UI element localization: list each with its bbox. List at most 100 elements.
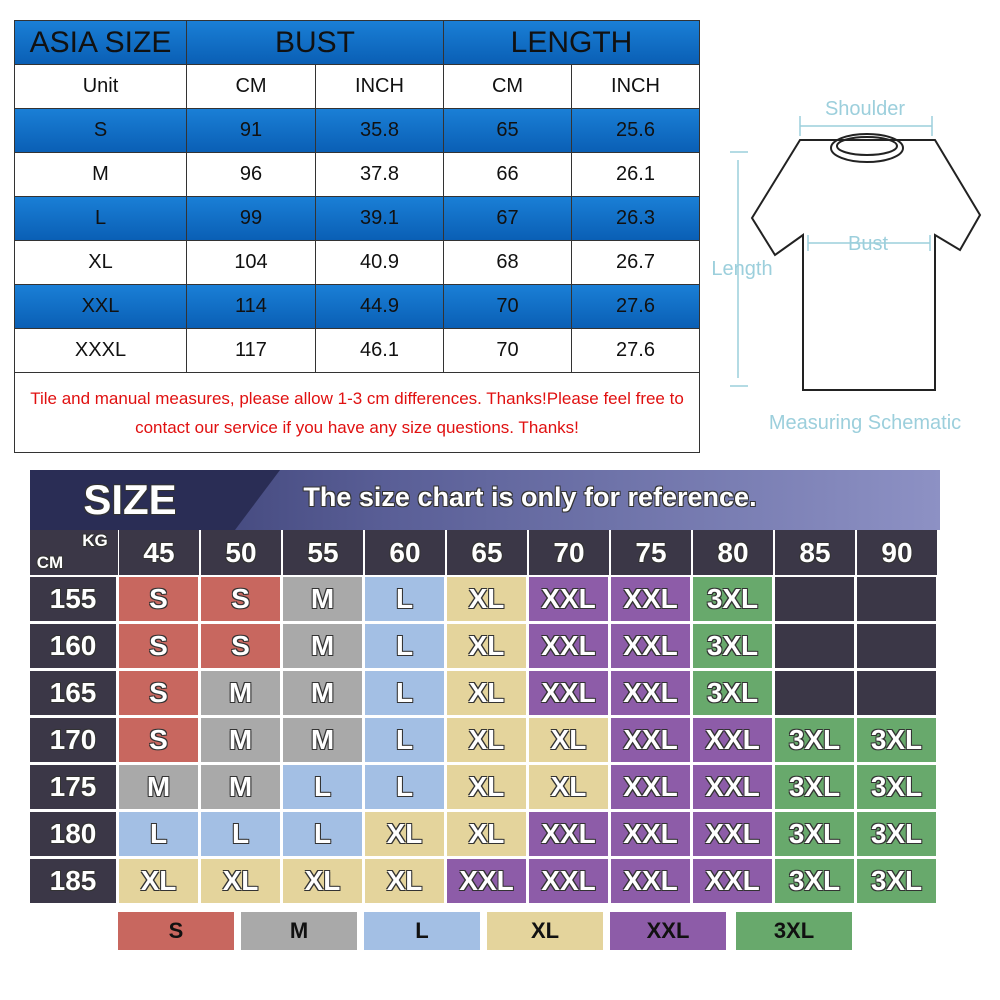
legend-item: XXL (610, 912, 726, 950)
size-cell: XXL (611, 671, 690, 715)
table-cell: 44.9 (316, 285, 444, 329)
size-cell: 3XL (775, 718, 854, 762)
weight-label: 85 (775, 530, 855, 575)
length-label: Length (711, 258, 772, 280)
table-cell: 35.8 (316, 109, 444, 153)
size-cell: XL (365, 859, 444, 903)
size-cell: XL (119, 859, 198, 903)
weight-unit: KG (82, 531, 108, 550)
size-cell: XXL (611, 812, 690, 856)
size-cell: M (201, 671, 280, 715)
table-cell: 66 (444, 153, 572, 197)
size-cell: XXL (693, 812, 772, 856)
weight-label: 90 (857, 530, 937, 575)
dimension-lines (730, 116, 933, 387)
size-cell: 3XL (857, 718, 936, 762)
size-cell (857, 577, 936, 621)
schematic-caption: Measuring Schematic (769, 412, 961, 434)
corner-cell (30, 530, 118, 575)
table-cell: S (15, 109, 187, 153)
size-cell: 3XL (857, 812, 936, 856)
height-label: 175 (30, 765, 116, 809)
table-cell: XXXL (15, 329, 187, 373)
size-cell: S (201, 577, 280, 621)
size-cell: 3XL (857, 859, 936, 903)
table-cell: 68 (444, 241, 572, 285)
weight-label: 50 (201, 530, 281, 575)
size-cell: S (201, 624, 280, 668)
size-cell: XL (365, 812, 444, 856)
size-cell: XXL (529, 671, 608, 715)
height-label: 155 (30, 577, 116, 621)
table-cell: 96 (187, 153, 316, 197)
size-cell: XL (529, 765, 608, 809)
size-cell: L (365, 718, 444, 762)
table-cell: 27.6 (572, 329, 700, 373)
table-cell: 40.9 (316, 241, 444, 285)
size-cell: M (119, 765, 198, 809)
height-label: 180 (30, 812, 116, 856)
table-cell: 46.1 (316, 329, 444, 373)
size-cell (857, 624, 936, 668)
t-shirt (750, 133, 982, 391)
weight-label: 70 (529, 530, 609, 575)
size-cell: XXL (693, 718, 772, 762)
table-cell: 25.6 (572, 109, 700, 153)
table-cell: 26.7 (572, 241, 700, 285)
table-cell: 67 (444, 197, 572, 241)
size-cell: S (119, 718, 198, 762)
chart-title: SIZE (83, 476, 177, 523)
header-accent (30, 470, 280, 530)
size-table: ASIA SIZE BUST LENGTH Unit CM INCH CM INCH S 91 35… (14, 20, 700, 453)
legend-item: XL (487, 912, 603, 950)
table-cell: 70 (444, 329, 572, 373)
size-cell (775, 671, 854, 715)
note: Tile and manual measures, please allow 1… (30, 389, 684, 437)
height-label: 165 (30, 671, 116, 715)
table-cell: 104 (187, 241, 316, 285)
weight-label: 65 (447, 530, 527, 575)
table-cell: M (15, 153, 187, 197)
size-cell (775, 577, 854, 621)
size-cell: XL (447, 718, 526, 762)
table-cell: L (15, 197, 187, 241)
height-label: 185 (30, 859, 116, 903)
table-cell: 91 (187, 109, 316, 153)
size-cell: 3XL (693, 671, 772, 715)
legend-item: S (118, 912, 234, 950)
table-cell: XL (15, 241, 187, 285)
size-cell: XXL (611, 577, 690, 621)
shoulder-label: Shoulder (825, 98, 905, 120)
table-cell: 117 (187, 329, 316, 373)
size-cell (857, 671, 936, 715)
size-cell: XL (447, 812, 526, 856)
subheader-cell: INCH (572, 65, 700, 109)
size-cell: L (365, 765, 444, 809)
size-cell: L (119, 812, 198, 856)
table-cell: 99 (187, 197, 316, 241)
weight-label: 80 (693, 530, 773, 575)
legend-item: L (364, 912, 480, 950)
table-cell: XXL (15, 285, 187, 329)
legend-item: M (241, 912, 357, 950)
header-cell: ASIA SIZE (15, 21, 187, 65)
size-cell: 3XL (857, 765, 936, 809)
size-cell: XL (201, 859, 280, 903)
size-cell: XL (529, 718, 608, 762)
size-cell: M (201, 718, 280, 762)
weight-label: 60 (365, 530, 445, 575)
size-cell (775, 624, 854, 668)
table-cell: 37.8 (316, 153, 444, 197)
size-cell: XXL (611, 765, 690, 809)
size-cell: L (365, 624, 444, 668)
size-cell: L (283, 765, 362, 809)
size-cell: 3XL (693, 577, 772, 621)
size-cell: S (119, 671, 198, 715)
subheader-cell: CM (444, 65, 572, 109)
size-cell: 3XL (775, 859, 854, 903)
height-label: 170 (30, 718, 116, 762)
size-cell: XXL (693, 765, 772, 809)
header-cell: LENGTH (444, 21, 700, 65)
weight-label: 55 (283, 530, 363, 575)
